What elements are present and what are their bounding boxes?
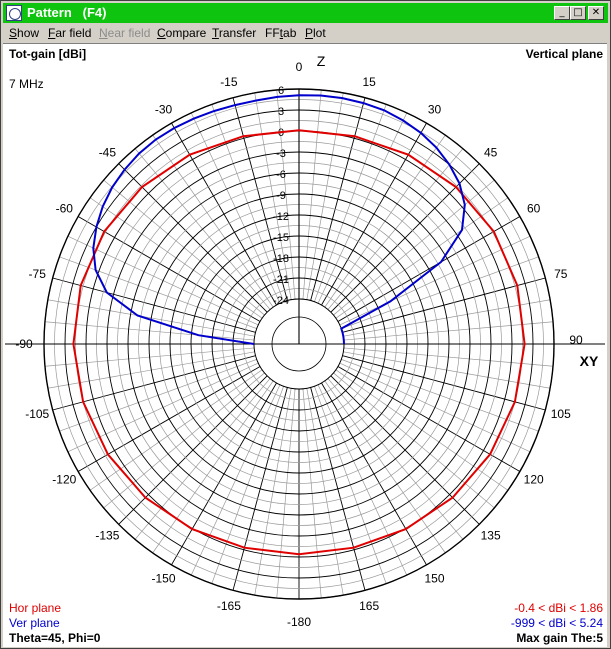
pattern-series: [72, 94, 526, 556]
menu-compare[interactable]: Compare: [157, 26, 206, 40]
radial-tick-label: 6: [278, 85, 284, 97]
angle-tick-label: 120: [524, 473, 544, 487]
radial-tick-labels: 630-3-6-9-12-15-18-21-24: [273, 85, 289, 307]
polar-grid: [5, 88, 605, 600]
radial-tick-label: -21: [273, 274, 289, 286]
angle-tick-label: -135: [95, 529, 119, 543]
angle-tick-label: -90: [15, 337, 33, 351]
menu-show-post: how: [17, 26, 40, 40]
minimize-button[interactable]: _: [554, 6, 570, 20]
menu-fftab-post: ab: [283, 26, 297, 40]
angle-tick-label: 90: [569, 333, 583, 347]
angle-tick-label: -75: [29, 267, 47, 281]
menu-far-field-key: F: [48, 26, 56, 40]
hor-range-readout: -0.4 < dBi < 1.86: [514, 601, 603, 615]
angle-tick-label: -180: [287, 615, 311, 629]
angle-tick-labels: 0 15 30 45 60 75 90 105 120 135 150 165 -180 -165 -150…: [15, 60, 583, 629]
axis-label-zenith: Z: [317, 53, 326, 69]
angle-tick-label: -45: [99, 145, 117, 159]
menu-plot-post: lot: [313, 26, 326, 40]
menu-compare-post: ompare: [165, 26, 207, 40]
window-title-shortcut: (F4): [82, 5, 107, 20]
angle-tick-label: -60: [56, 202, 74, 216]
menu-transfer[interactable]: Transfer: [212, 26, 256, 40]
menu-far-field[interactable]: Far field: [48, 26, 91, 40]
plane-title: Vertical plane: [525, 47, 603, 61]
hor-plane-series: [72, 129, 526, 556]
radial-tick-label: -3: [276, 148, 286, 160]
menu-near-field-post: ear field: [107, 26, 151, 40]
theta-phi-readout: Theta=45, Phi=0: [9, 631, 101, 645]
angle-tick-label: -15: [220, 75, 238, 89]
ver-plane-legend: Ver plane: [9, 616, 60, 630]
frequency-label: 7 MHz: [9, 77, 44, 91]
angle-tick-label: -30: [155, 102, 173, 116]
angle-tick-label: 165: [359, 599, 379, 613]
title-bar[interactable]: Pattern (F4) _ □ ✕: [3, 3, 608, 23]
radial-tick-label: -12: [273, 211, 289, 223]
angle-tick-label: 150: [424, 572, 444, 586]
angle-tick-label: 75: [554, 267, 568, 281]
menu-transfer-post: ransfer: [218, 26, 257, 40]
app-icon[interactable]: [6, 5, 22, 21]
angle-tick-label: 30: [428, 102, 442, 116]
angle-tick-label: 0: [296, 60, 303, 74]
menu-plot-key: P: [305, 26, 314, 40]
max-gain-readout: Max gain The:5: [516, 631, 603, 645]
axis-label-horizon: XY: [580, 353, 599, 369]
angle-tick-label: -150: [151, 572, 175, 586]
menu-plot[interactable]: Plot: [305, 26, 326, 40]
angle-tick-label: -120: [52, 473, 76, 487]
radial-tick-label: -9: [276, 190, 286, 202]
menu-near-field: Near field: [99, 26, 150, 40]
menu-show-key: S: [9, 26, 18, 40]
angle-tick-label: 135: [481, 529, 501, 543]
close-button[interactable]: ✕: [588, 6, 604, 20]
maximize-button[interactable]: □: [570, 6, 586, 20]
menu-near-field-key: N: [99, 26, 108, 40]
ver-range-readout: -999 < dBi < 5.24: [510, 616, 603, 630]
menu-far-field-post: ar field: [55, 26, 92, 40]
angle-tick-label: 60: [527, 202, 541, 216]
radial-tick-label: -15: [273, 232, 289, 244]
plot-area[interactable]: 6 3 0 -3 -6 -9 -12 -15 -18 -21 -24 0 15 30 45 60 75 90 10…: [3, 43, 607, 647]
hor-plane-legend: Hor plane: [9, 601, 62, 615]
menu-compare-key: C: [157, 26, 166, 40]
window-title: Pattern (F4): [27, 5, 106, 21]
window-title-name: Pattern: [27, 5, 72, 20]
menu-fftab[interactable]: FFtab: [265, 26, 296, 40]
radial-tick-label: -24: [273, 295, 289, 307]
menu-transfer-key: T: [212, 26, 219, 40]
menu-show[interactable]: Show: [9, 26, 39, 40]
menu-fftab-pre: FF: [265, 26, 280, 40]
radial-tick-label: 3: [278, 106, 284, 118]
radial-tick-label: -18: [273, 253, 289, 265]
angle-tick-label: -105: [25, 407, 49, 421]
angle-tick-label: 45: [484, 145, 498, 159]
angle-tick-label: -165: [217, 599, 241, 613]
polar-chart: 630-3-6-9-12-15-18-21-24 015304560759010…: [5, 53, 605, 629]
radial-tick-label: -6: [276, 169, 286, 181]
menu-bar: Show Far field Near field Compare Transf…: [3, 24, 608, 42]
angle-tick-label: 15: [362, 75, 376, 89]
ver-plane-series: [92, 94, 466, 345]
menu-fftab-key: t: [279, 26, 284, 40]
gain-title: Tot-gain [dBi]: [9, 47, 87, 61]
angle-tick-label: 105: [551, 407, 571, 421]
